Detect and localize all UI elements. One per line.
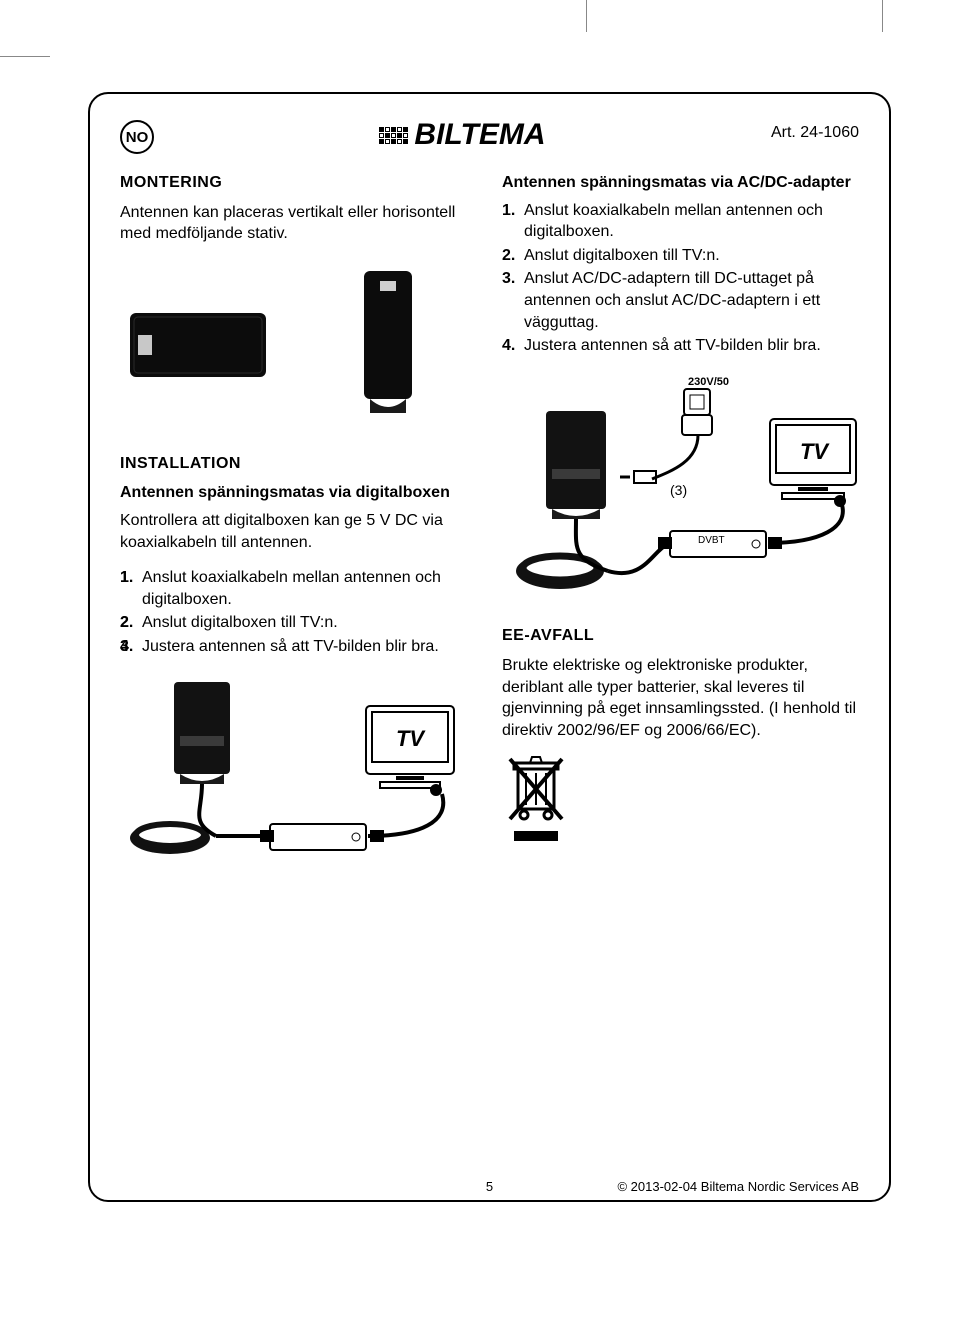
section-title-eeavfall: EE-AVFALL (502, 625, 862, 647)
acdc-steps: Anslut koaxialkabeln mellan antennen och… (502, 200, 862, 357)
sub-title-via-acdc: Antennen spänningsmatas via AC/DC-adapte… (502, 172, 862, 194)
logo-wrap: BILTEMA (154, 118, 771, 152)
page-number: 5 (486, 1179, 493, 1194)
checker-icon (379, 127, 408, 144)
antenna-vertical-icon (344, 265, 434, 425)
section-title-installation: INSTALLATION (120, 453, 470, 475)
step-item: Justera antennen så att TV-bilden blir b… (502, 335, 862, 357)
montering-text: Antennen kan placeras vertikalt eller ho… (120, 202, 470, 245)
language-code: NO (126, 129, 149, 146)
diagram-digitalbox: TV (120, 672, 470, 869)
tv-label-2: TV (800, 439, 830, 464)
marker-3: (3) (670, 482, 687, 498)
copyright-text: © 2013-02-04 Biltema Nordic Services AB (617, 1179, 859, 1194)
language-badge: NO (120, 120, 154, 154)
step-item: Anslut koaxialkabeln mellan antennen och… (502, 200, 862, 243)
content-frame: NO BILTEMA Art. 24-1060 MONTERING Antenn… (88, 92, 891, 1202)
two-column-layout: MONTERING Antennen kan placeras vertikal… (120, 172, 859, 868)
diagram-acdc: 230V/50 TV (502, 371, 862, 608)
right-column: Antennen spänningsmatas via AC/DC-adapte… (502, 172, 862, 868)
brand-text: BILTEMA (414, 118, 545, 152)
sub-title-via-digitalbox: Antennen spänningsmatas via digitalboxen (120, 482, 470, 504)
weee-icon (502, 755, 572, 845)
crop-marks (0, 0, 960, 32)
digitalbox-steps: 1Anslut koaxialkabeln mellan antennen oc… (120, 567, 470, 657)
section-title-montering: MONTERING (120, 172, 470, 194)
eeavfall-text: Brukte elektriske og elektroniske produk… (502, 655, 862, 741)
antenna-horizontal-icon (124, 295, 274, 395)
step-item: 4Justera antennen så att TV-bilden blir … (120, 636, 470, 658)
step-item: Anslut digitalboxen till TV:n. (502, 245, 862, 267)
header-row: NO BILTEMA Art. 24-1060 (120, 118, 859, 154)
step-item: 2Anslut digitalboxen till TV:n. (120, 612, 470, 634)
step-item: 1Anslut koaxialkabeln mellan antennen oc… (120, 567, 470, 610)
page: NO BILTEMA Art. 24-1060 MONTERING Antenn… (0, 0, 960, 1321)
power-label: 230V/50 (688, 376, 729, 388)
dvbt-label: DVBT (698, 535, 725, 546)
tv-label: TV (396, 726, 426, 751)
left-column: MONTERING Antennen kan placeras vertikal… (120, 172, 470, 868)
product-photo-row (124, 265, 470, 425)
digitalbox-check-text: Kontrollera att digitalboxen kan ge 5 V … (120, 510, 470, 553)
step-item: Anslut AC/DC-adaptern till DC-uttaget på… (502, 268, 862, 333)
brand-logo: BILTEMA (379, 118, 545, 152)
crop-mark-side (0, 56, 50, 57)
article-number: Art. 24-1060 (771, 124, 859, 142)
